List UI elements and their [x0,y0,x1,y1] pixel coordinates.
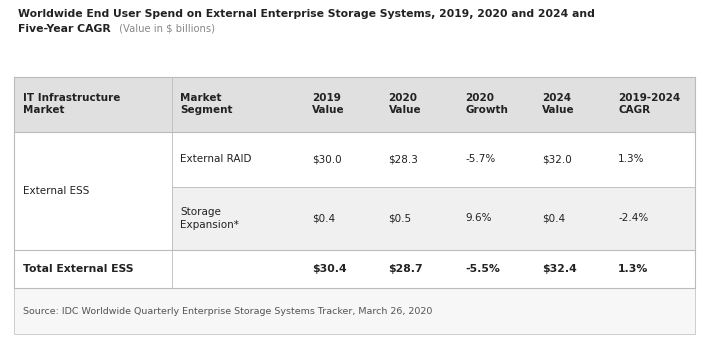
FancyBboxPatch shape [380,132,457,187]
FancyBboxPatch shape [610,250,695,288]
FancyBboxPatch shape [380,77,457,132]
FancyBboxPatch shape [172,132,303,187]
Text: 9.6%: 9.6% [465,213,491,223]
FancyBboxPatch shape [610,187,695,250]
Text: External ESS: External ESS [23,186,89,196]
Text: $30.4: $30.4 [312,264,347,274]
Text: -2.4%: -2.4% [618,213,649,223]
Text: IT Infrastructure
Market: IT Infrastructure Market [23,93,120,115]
FancyBboxPatch shape [610,77,695,132]
Text: 2020
Growth: 2020 Growth [465,93,508,115]
Text: (Value in $ billions): (Value in $ billions) [116,24,215,34]
Text: $0.4: $0.4 [542,213,565,223]
Text: 2024
Value: 2024 Value [542,93,574,115]
FancyBboxPatch shape [14,250,303,288]
FancyBboxPatch shape [457,132,533,187]
Text: Market
Segment: Market Segment [180,93,233,115]
Text: $28.3: $28.3 [389,154,418,164]
FancyBboxPatch shape [14,288,695,334]
FancyBboxPatch shape [457,187,533,250]
Text: -5.5%: -5.5% [465,264,500,274]
Text: Worldwide End User Spend on External Enterprise Storage Systems, 2019, 2020 and : Worldwide End User Spend on External Ent… [18,9,595,18]
Text: Source: IDC Worldwide Quarterly Enterprise Storage Systems Tracker, March 26, 20: Source: IDC Worldwide Quarterly Enterpri… [23,307,432,316]
Text: $0.4: $0.4 [312,213,335,223]
Text: 2020
Value: 2020 Value [389,93,421,115]
Text: 1.3%: 1.3% [618,264,649,274]
FancyBboxPatch shape [533,187,610,250]
Text: External RAID: External RAID [180,154,252,164]
FancyBboxPatch shape [533,250,610,288]
FancyBboxPatch shape [14,132,172,250]
FancyBboxPatch shape [303,187,380,250]
Text: 2019-2024
CAGR: 2019-2024 CAGR [618,93,681,115]
Text: $0.5: $0.5 [389,213,412,223]
FancyBboxPatch shape [172,77,303,132]
Text: $32.0: $32.0 [542,154,571,164]
FancyBboxPatch shape [14,77,172,132]
FancyBboxPatch shape [380,250,457,288]
FancyBboxPatch shape [172,187,303,250]
Text: $30.0: $30.0 [312,154,342,164]
Text: Storage
Expansion*: Storage Expansion* [180,207,239,229]
FancyBboxPatch shape [380,187,457,250]
FancyBboxPatch shape [457,77,533,132]
Text: Five-Year CAGR: Five-Year CAGR [18,24,111,34]
Text: -5.7%: -5.7% [465,154,496,164]
FancyBboxPatch shape [610,132,695,187]
Text: 1.3%: 1.3% [618,154,644,164]
Text: 2019
Value: 2019 Value [312,93,345,115]
FancyBboxPatch shape [303,132,380,187]
FancyBboxPatch shape [533,77,610,132]
Text: $28.7: $28.7 [389,264,423,274]
FancyBboxPatch shape [303,77,380,132]
FancyBboxPatch shape [303,250,380,288]
FancyBboxPatch shape [533,132,610,187]
Text: $32.4: $32.4 [542,264,576,274]
Text: Total External ESS: Total External ESS [23,264,133,274]
FancyBboxPatch shape [457,250,533,288]
